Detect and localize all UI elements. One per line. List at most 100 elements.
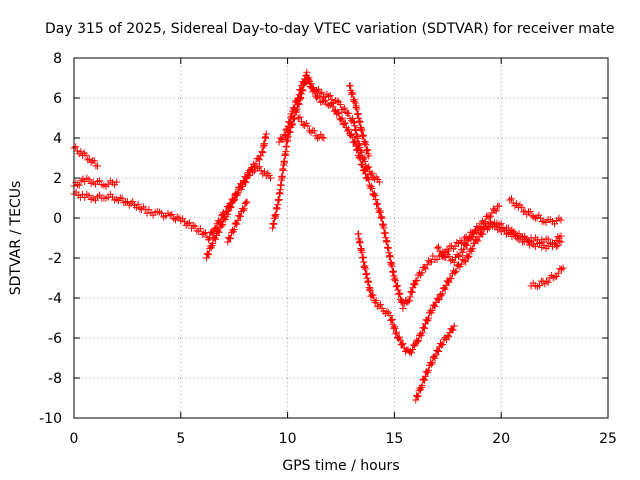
data-point [557, 216, 565, 224]
data-point [452, 267, 460, 275]
data-point [293, 98, 301, 106]
data-point [549, 274, 557, 282]
data-point [212, 235, 220, 243]
data-point [232, 191, 240, 199]
data-point [530, 213, 538, 221]
data-point [168, 211, 176, 218]
data-point [122, 198, 130, 206]
data-point [290, 105, 298, 113]
data-point [116, 194, 124, 202]
y-tick-label: -4 [48, 291, 62, 307]
data-point [413, 276, 421, 284]
data-point [420, 324, 428, 332]
data-point [297, 86, 305, 94]
data-point [504, 224, 512, 232]
data-point [365, 176, 373, 184]
data-point [427, 258, 435, 266]
data-point [451, 242, 459, 250]
data-point [175, 214, 183, 222]
data-point [285, 118, 293, 126]
data-point [347, 132, 354, 139]
data-point [551, 273, 559, 281]
series-track [346, 82, 373, 160]
data-point [521, 232, 529, 240]
data-point [96, 177, 104, 185]
data-point [243, 198, 251, 206]
data-point [515, 230, 523, 238]
data-point [369, 174, 377, 182]
data-point [349, 90, 357, 98]
data-point [209, 240, 217, 247]
data-point [284, 122, 292, 130]
data-point [283, 126, 291, 134]
data-point [392, 277, 400, 285]
data-point [435, 243, 442, 251]
data-point [417, 332, 425, 340]
data-point [115, 197, 122, 205]
data-point [118, 194, 126, 202]
y-tick-label: 2 [53, 171, 62, 187]
data-point [334, 108, 342, 116]
grid [74, 58, 608, 418]
data-point [447, 275, 455, 283]
data-point [376, 208, 384, 216]
data-point [414, 338, 422, 346]
data-point [313, 86, 321, 94]
data-point [374, 200, 382, 208]
data-point [345, 109, 353, 117]
data-point [113, 195, 121, 203]
data-point [492, 207, 500, 215]
data-point [173, 213, 181, 221]
data-point [510, 228, 518, 236]
data-point [462, 241, 470, 249]
data-point [445, 247, 452, 255]
data-point [478, 226, 486, 234]
data-point [339, 106, 347, 113]
data-point [450, 258, 458, 266]
data-point [307, 128, 315, 136]
data-point [350, 98, 358, 105]
data-point [511, 232, 519, 240]
y-tick-label: 8 [53, 51, 62, 67]
data-point [441, 285, 449, 293]
data-point [370, 191, 378, 199]
data-point [240, 205, 248, 213]
data-point [544, 235, 552, 243]
series-track [70, 174, 121, 190]
data-point [497, 228, 505, 236]
data-point [557, 238, 565, 246]
data-point [553, 272, 561, 280]
data-point [215, 228, 223, 236]
data-point [228, 226, 236, 234]
series-track [527, 264, 567, 291]
data-point [294, 114, 302, 122]
data-point [392, 330, 400, 338]
data-point [495, 202, 503, 210]
data-point [203, 250, 211, 258]
data-point [305, 77, 313, 85]
data-point [284, 136, 292, 144]
data-point [414, 392, 422, 400]
x-tick-label: 10 [279, 431, 297, 447]
data-point [351, 99, 359, 107]
data-point [421, 372, 429, 380]
data-point [445, 333, 453, 341]
data-point [497, 220, 505, 228]
data-point [485, 214, 493, 222]
data-point [219, 221, 227, 228]
data-point [463, 241, 471, 249]
series-track [224, 198, 251, 246]
data-point [317, 98, 325, 106]
data-point [358, 148, 366, 156]
data-point [191, 222, 199, 230]
data-point [559, 264, 567, 272]
data-point [513, 200, 521, 208]
data-point [338, 114, 346, 122]
data-point [390, 323, 398, 331]
data-point [404, 298, 412, 305]
data-point [429, 252, 437, 260]
data-point [350, 138, 358, 146]
data-point [387, 316, 395, 324]
data-point [395, 333, 403, 341]
data-point [186, 219, 194, 227]
